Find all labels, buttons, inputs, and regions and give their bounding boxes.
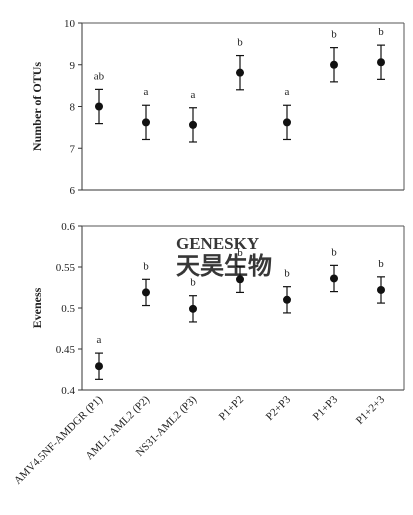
watermark: GENESKY 天昊生物 [176,234,272,280]
y-tick-label: 0.5 [61,303,75,315]
data-point [377,58,385,67]
significance-letter: a [144,86,149,98]
data-point [283,118,291,127]
significance-letter: a [97,334,102,346]
data-point [377,285,385,294]
significance-letter: b [378,258,384,270]
category-label: AMV4.5NF-AMDGR (P1) [12,393,105,486]
y-tick-label: 8 [70,102,76,114]
y-tick-label: 0.4 [61,385,75,397]
y-axis-title: Number of OTUs [30,62,44,151]
y-tick-label: 7 [70,143,76,155]
data-point [142,288,150,297]
significance-letter: b [190,277,196,289]
significance-letter: ab [94,70,105,82]
y-tick-label: 0.6 [61,221,75,233]
watermark-latin: GENESKY [176,234,259,253]
category-label: P1+P2 [217,394,246,423]
data-point [142,118,150,127]
significance-letter: b [378,26,384,38]
category-label: P1+2+3 [354,393,388,427]
data-point [95,102,103,111]
significance-letter: b [237,247,243,259]
significance-letter: b [331,246,337,258]
data-point [283,295,291,304]
y-tick-label: 0.55 [56,262,76,274]
y-tick-label: 9 [70,60,76,72]
data-point [236,68,244,77]
watermark-cn: 天昊生物 [176,253,272,280]
data-point [330,274,338,283]
category-label: P2+P3 [264,393,294,423]
y-tick-label: 0.45 [56,344,76,356]
y-tick-label: 6 [70,185,76,197]
data-point [189,304,197,313]
significance-letter: b [331,29,337,41]
data-point [95,362,103,371]
data-point [189,120,197,129]
significance-letter: a [285,86,290,98]
data-point [330,60,338,69]
significance-letter: b [143,260,149,272]
significance-letter: b [284,268,290,280]
y-axis-title: Eveness [30,287,44,328]
y-tick-label: 10 [64,18,76,30]
significance-letter: a [191,89,196,101]
category-label: P1+P3 [311,393,341,423]
significance-letter: b [237,37,243,49]
data-point [236,275,244,284]
